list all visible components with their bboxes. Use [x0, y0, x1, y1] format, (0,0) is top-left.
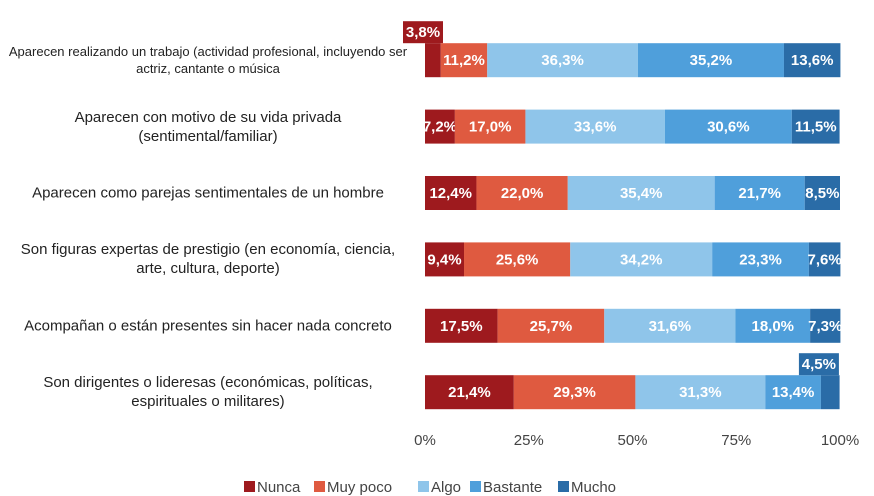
value-label: 8,5% [805, 185, 839, 202]
value-label: 34,2% [620, 251, 663, 268]
bar-segment [810, 308, 841, 343]
bar-segment [604, 308, 736, 343]
value-label: 31,6% [649, 318, 692, 335]
bar-segment [487, 43, 638, 78]
value-label: 30,6% [707, 119, 750, 136]
legend-label: Nunca [257, 479, 301, 496]
legend-swatch [244, 481, 255, 492]
value-label: 4,5% [802, 356, 836, 373]
value-label: 18,0% [751, 318, 794, 335]
category-label: Son dirigentes o lideresas (económicas, … [43, 374, 373, 411]
legend-label: Muy poco [327, 479, 392, 496]
bar-segment [464, 242, 571, 277]
bar-segment [712, 242, 809, 277]
category-label: Son figuras expertas de prestigio (en ec… [20, 241, 396, 278]
bar-segment [635, 375, 766, 410]
value-label: 25,6% [496, 251, 539, 268]
value-label: 23,3% [739, 251, 782, 268]
legend-swatch [418, 481, 429, 492]
value-label: 35,4% [620, 185, 663, 202]
legend-label: Mucho [571, 479, 616, 496]
value-label: 9,4% [427, 251, 461, 268]
value-label: 13,6% [791, 52, 834, 69]
value-label: 21,7% [738, 185, 781, 202]
x-tick-label: 50% [617, 432, 647, 449]
bar-segment [440, 43, 488, 78]
bar-segment [820, 375, 840, 410]
bar-segment [804, 176, 840, 210]
bar-segment [765, 375, 821, 410]
legend-label: Bastante [483, 479, 542, 496]
value-label: 7,2% [423, 119, 457, 136]
bar-segment [637, 43, 784, 78]
value-label: 21,4% [448, 384, 491, 401]
value-label: 7,3% [808, 318, 842, 335]
bar-segment [735, 308, 811, 343]
bar-segment [567, 176, 715, 210]
bar-segment [425, 375, 514, 410]
x-tick-label: 100% [821, 432, 859, 449]
value-label: 3,8% [406, 24, 440, 41]
value-label: 17,5% [440, 318, 483, 335]
value-label: 29,3% [553, 384, 596, 401]
category-label: Aparecen con motivo de su vida privada (… [74, 108, 342, 145]
legend-swatch [470, 481, 481, 492]
legend-label: Algo [431, 479, 461, 496]
value-label: 22,0% [501, 185, 544, 202]
value-label: 11,2% [443, 52, 485, 69]
bar-segment [476, 176, 568, 210]
bar-segment [425, 308, 498, 343]
bar-segment [791, 109, 840, 144]
x-tick-label: 75% [721, 432, 751, 449]
bar-segment [714, 176, 805, 210]
x-tick-label: 25% [514, 432, 544, 449]
category-label: Acompañan o están presentes sin hacer na… [24, 317, 392, 335]
bar-segment [497, 308, 605, 343]
category-label: Aparecen como parejas sentimentales de u… [32, 184, 384, 202]
bar-segment [570, 242, 713, 277]
bar-segment [425, 176, 477, 210]
value-label-box [798, 353, 839, 376]
bar-segment [425, 109, 455, 144]
bar-segment [808, 242, 841, 277]
value-label: 25,7% [530, 318, 573, 335]
value-label: 12,4% [429, 185, 472, 202]
value-label: 36,3% [541, 52, 584, 69]
bar-segment [425, 242, 465, 277]
bar-segment [664, 109, 792, 144]
value-label: 31,3% [679, 384, 722, 401]
bar-segment [513, 375, 636, 410]
bar-segment [783, 43, 841, 78]
value-label: 33,6% [574, 119, 617, 136]
value-label: 13,4% [772, 384, 815, 401]
value-label: 17,0% [469, 119, 512, 136]
category-label: Aparecen realizando un trabajo (activida… [8, 44, 408, 77]
x-tick-label: 0% [414, 432, 436, 449]
value-label: 35,2% [690, 52, 733, 69]
value-label: 7,6% [808, 251, 842, 268]
bar-segment [454, 109, 526, 144]
value-label: 11,5% [795, 119, 837, 136]
legend-swatch [314, 481, 325, 492]
bar-segment [425, 43, 441, 78]
bar-segment [525, 109, 665, 144]
legend-swatch [558, 481, 569, 492]
value-label-box [403, 21, 443, 44]
